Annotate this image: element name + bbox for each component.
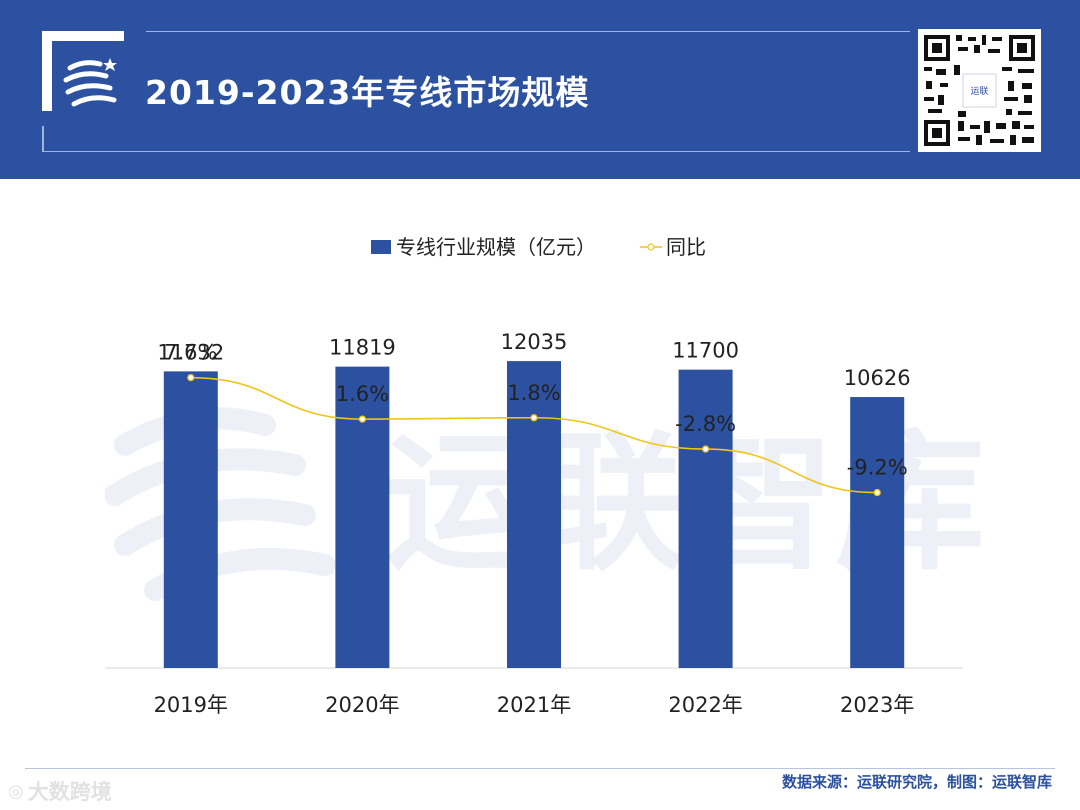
bar [335,366,390,668]
yoy-point [358,415,367,423]
bar [163,371,218,668]
bar-value-label: 11700 [672,339,739,363]
chart-legend: 专线行业规模（亿元） 同比 [371,235,706,259]
yoy-value-label: 1.6% [336,382,389,406]
x-tick-label: 2022年 [668,693,742,717]
header-bracket-lower [42,126,44,152]
footer-divider [25,768,1055,769]
header-divider-top [146,31,910,32]
data-source: 数据来源：运联研究院，制图：运联智库 [781,773,1052,791]
legend-bar-label: 专线行业规模（亿元） [396,235,596,259]
qr-center-label: 运联 [970,86,988,97]
x-tick-label: 2021年 [497,693,571,717]
bar-value-label: 11632 [157,340,224,364]
yoy-value-label: -9.2% [847,456,908,480]
x-tick-label: 2023年 [840,693,914,717]
header-bracket [42,31,52,111]
yoy-point [873,488,881,497]
bar [678,369,733,668]
x-tick-label: 2019年 [154,693,228,717]
bar-value-label: 12035 [501,330,568,354]
header-banner: 2019-2023年专线市场规模 运联 [0,0,1080,179]
yoy-value-label: 7.7% [164,341,217,365]
corner-watermark-text: 大数跨境 [27,780,112,804]
legend-line-label: 同比 [666,235,706,259]
yoy-value-label: -2.8% [675,412,736,436]
header-divider-bottom [42,151,910,152]
legend-bar-swatch [371,240,391,254]
qr-code-icon[interactable]: 运联 [918,29,1041,152]
header-bracket-top [42,31,124,41]
page-title: 2019-2023年专线市场规模 [145,73,590,112]
bar [850,397,905,668]
bar [507,361,561,668]
yoy-value-label: 1.8% [507,381,560,405]
legend-line-marker [647,243,655,251]
x-tick-label: 2020年 [325,693,399,717]
yoy-point [187,373,195,382]
yoy-point [530,414,538,422]
yoy-point [701,445,710,453]
watermark-logo-icon: ◎ [8,780,24,802]
brand-logo-icon [63,58,117,107]
bar-value-label: 11819 [329,336,396,360]
corner-watermark: ◎ 大数跨境 [8,776,112,806]
bar-value-label: 10626 [844,366,911,390]
